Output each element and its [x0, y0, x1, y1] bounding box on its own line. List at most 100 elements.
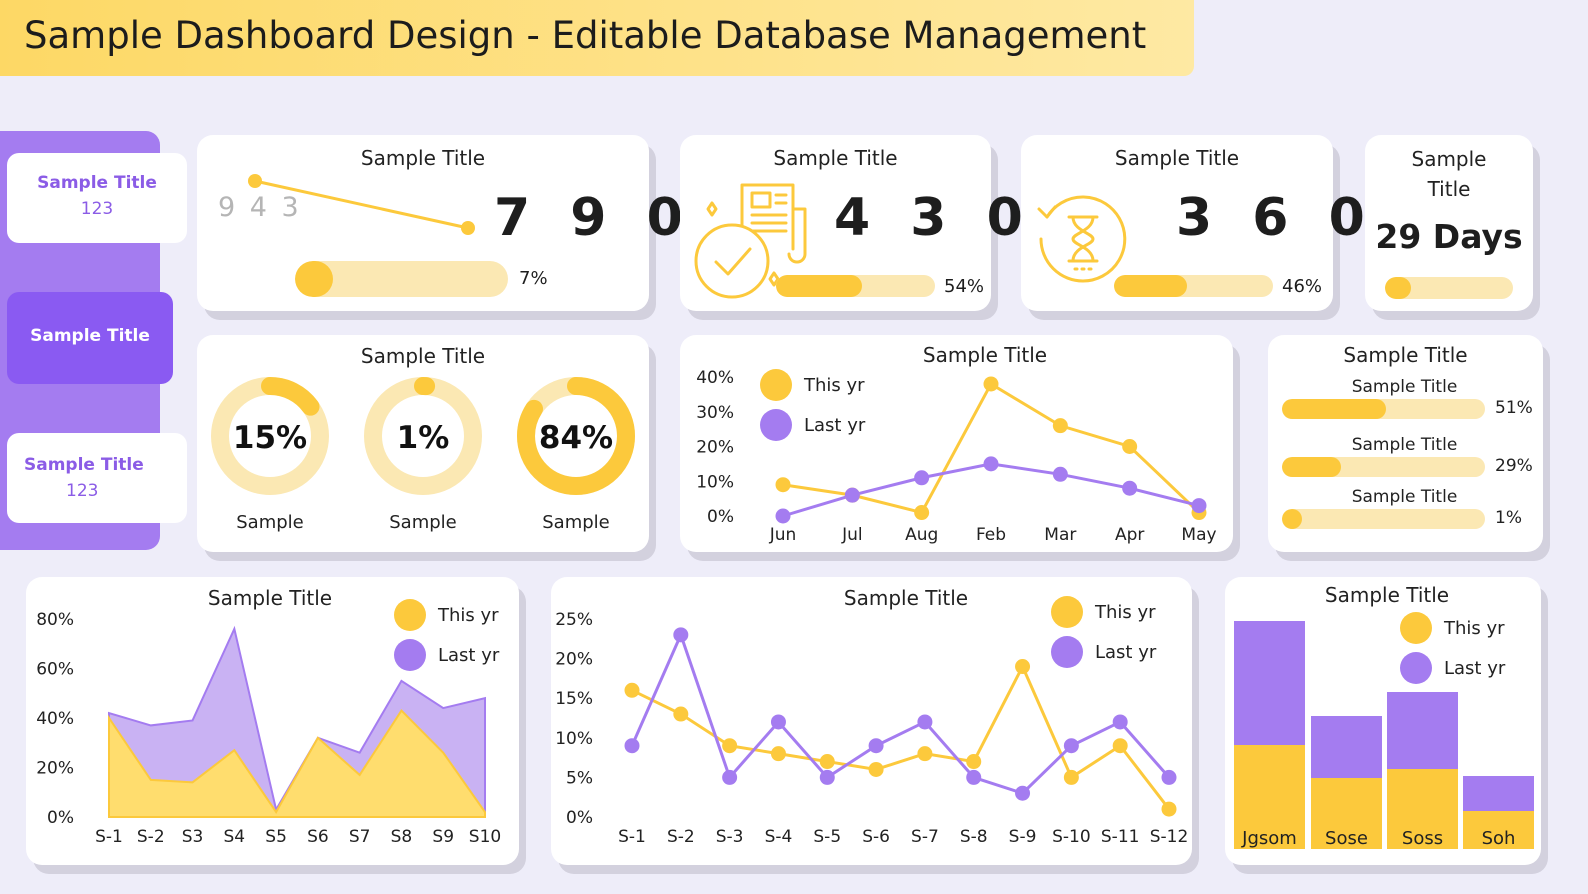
- card-title: Sample Title: [360, 146, 486, 170]
- sidebar-item-2-active[interactable]: Sample Title: [7, 292, 173, 384]
- kpi-value: 7 9 0: [494, 188, 694, 248]
- progress-item-label: Sample Title: [1351, 377, 1458, 397]
- donut-caption: Sample: [236, 512, 304, 533]
- chart-title: Sample Title: [923, 343, 1047, 367]
- data-point: [1063, 769, 1079, 785]
- x-tick-label: S-4: [765, 827, 793, 847]
- x-tick-label: Soss: [1402, 828, 1443, 849]
- x-tick-label: S-6: [862, 827, 890, 847]
- data-point: [983, 376, 999, 392]
- legend-label: Last yr: [1095, 642, 1157, 663]
- data-point: [1122, 480, 1138, 496]
- data-point: [983, 456, 999, 472]
- donut-arc: [364, 377, 482, 495]
- y-tick-label: 20%: [36, 759, 74, 779]
- legend-label: This yr: [1443, 618, 1505, 639]
- x-tick-label: Jgsom: [1241, 828, 1297, 849]
- data-point: [775, 477, 791, 493]
- x-tick-label: S10: [469, 827, 501, 847]
- y-tick-label: 0%: [47, 808, 74, 828]
- y-tick-label: 0%: [566, 808, 593, 828]
- data-point: [722, 738, 738, 754]
- donut-arc: [211, 377, 329, 495]
- donut-card: Sample Title 15% Sample 1% Sample 84% Sample: [197, 335, 649, 552]
- data-point: [844, 487, 860, 503]
- progress-list-card: Sample Title Sample Title 51% Sample Title…: [1268, 335, 1543, 552]
- bar-last-yr: [1387, 692, 1458, 769]
- data-point: [819, 769, 835, 785]
- data-point: [966, 769, 982, 785]
- data-point: [1052, 466, 1068, 482]
- legend-swatch: [1051, 596, 1083, 628]
- data-point: [770, 746, 786, 762]
- data-point: [917, 714, 933, 730]
- y-tick-label: 10%: [555, 729, 593, 749]
- x-tick-label: Feb: [976, 525, 1006, 545]
- card-title: Sample Title: [1114, 146, 1240, 170]
- y-tick-label: 30%: [696, 403, 734, 423]
- header-banner: Sample Dashboard Design - Editable Datab…: [0, 0, 1194, 76]
- stacked-bar-chart: Sample Title Jgsom Sose Soss Soh This yr Last …: [1234, 583, 1534, 849]
- data-point: [868, 738, 884, 754]
- sidebar-item-label: Sample Title: [24, 455, 144, 475]
- chart-title: Sample Title: [844, 586, 968, 610]
- kpi-value: 29 Days: [1375, 217, 1523, 256]
- sidebar-item-label: Sample Title: [37, 173, 157, 193]
- y-tick-label: 20%: [555, 650, 593, 670]
- sidebar-item-value: 123: [80, 199, 114, 219]
- y-tick-label: 25%: [555, 610, 593, 630]
- data-point: [1015, 659, 1031, 675]
- progress-bar: [1282, 509, 1485, 529]
- series-line: [630, 630, 1171, 795]
- progress-fill: [1385, 277, 1411, 299]
- legend-swatch: [1051, 636, 1083, 668]
- data-point: [722, 769, 738, 785]
- line-chart-card-s: Sample Title 0% 5% 10% 15% 20% 25% S-1 S-2 S-3 S-4…: [551, 577, 1192, 865]
- area-chart-card: Sample Title 0% 20% 40% 60% 80% S-1 S-2 S3 S4 S5 S6…: [26, 577, 519, 865]
- kpi-card-3: Sample Title 3 6 0 46%: [1021, 135, 1365, 311]
- data-point: [914, 470, 930, 486]
- data-point: [868, 761, 884, 777]
- data-point: [673, 627, 689, 643]
- sidebar-item-1[interactable]: Sample Title 123: [7, 153, 187, 243]
- data-point: [624, 738, 640, 754]
- area-chart: Sample Title 0% 20% 40% 60% 80% S-1 S-2 S3 S4 S5 S6…: [36, 586, 501, 847]
- progress-fill: [1282, 509, 1302, 529]
- card-title-line1: Sample: [1411, 147, 1487, 171]
- progress-percent: 1%: [1495, 508, 1522, 528]
- y-tick-label: 40%: [696, 368, 734, 388]
- x-tick-label: S8: [391, 827, 413, 847]
- monthly-line-chart: Sample Title 0% 10% 20% 30% 40% Jun Jul Aug Feb Ma…: [696, 343, 1216, 545]
- data-point: [1161, 769, 1177, 785]
- progress-bar: [295, 261, 508, 297]
- progress-bar: [1114, 275, 1273, 297]
- kpi-card-1: Sample Title 9 4 3 7 9 0 7%: [197, 135, 683, 311]
- x-tick-label: S9: [432, 827, 454, 847]
- y-tick-label: 15%: [555, 689, 593, 709]
- x-tick-label: S-7: [911, 827, 939, 847]
- series-area: [108, 708, 486, 818]
- sidebar-item-3[interactable]: Sample Title 123: [7, 433, 187, 523]
- x-tick-label: S5: [265, 827, 287, 847]
- data-point: [1052, 418, 1068, 434]
- data-point: [673, 706, 689, 722]
- x-tick-label: S-10: [1052, 827, 1091, 847]
- x-tick-label: S-2: [137, 827, 165, 847]
- x-tick-label: S7: [349, 827, 371, 847]
- y-tick-label: 10%: [696, 472, 734, 492]
- legend-swatch: [394, 639, 426, 671]
- line-chart-card-monthly: Sample Title 0% 10% 20% 30% 40% Jun Jul Aug Feb Ma…: [680, 335, 1233, 552]
- x-tick-label: S-9: [1009, 827, 1037, 847]
- donut-percent-label: 84%: [539, 420, 613, 456]
- data-point: [966, 754, 982, 770]
- data-point: [1112, 738, 1128, 754]
- bar-this-yr: [1463, 811, 1534, 849]
- x-tick-label: Jun: [769, 525, 797, 545]
- bar-this-yr: [1311, 778, 1382, 849]
- kpi-value: 3 6 0: [1176, 188, 1376, 248]
- kpi-value: 4 3 0: [834, 188, 1034, 248]
- progress-percent: 51%: [1495, 398, 1533, 418]
- progress-bar: [1385, 277, 1513, 299]
- sidebar-item-label: Sample Title: [30, 326, 150, 346]
- donut-arc: [517, 377, 635, 495]
